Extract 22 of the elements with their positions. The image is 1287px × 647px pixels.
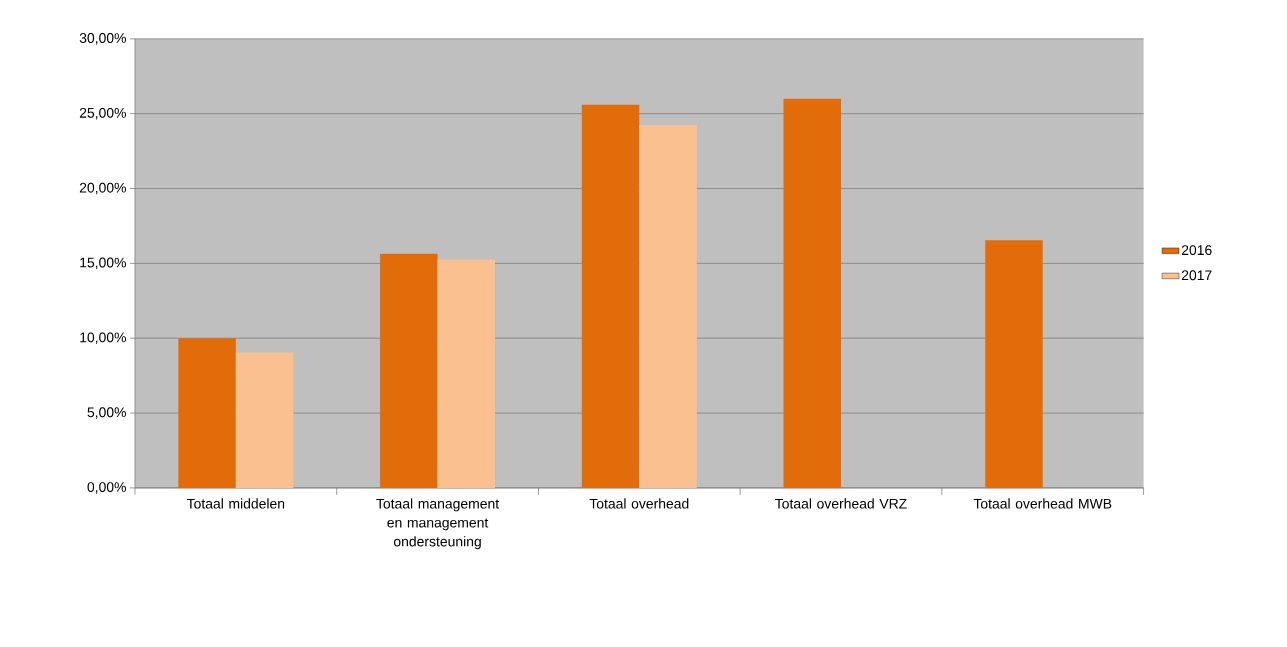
legend-label: 2016: [1181, 245, 1212, 255]
y-tick-label: 15,00%: [80, 257, 126, 270]
bar: [178, 338, 236, 488]
x-tick-label: Totaal overhead: [589, 498, 689, 509]
y-tick-label: 5,00%: [87, 407, 126, 419]
y-tick-label: 25,00%: [79, 107, 126, 120]
bar: [581, 104, 640, 488]
legend-label: 2017: [1181, 270, 1212, 281]
bar: [783, 98, 841, 488]
y-tick-label: 20,00%: [79, 182, 126, 195]
bar: [985, 240, 1043, 488]
y-tick-label: 10,00%: [80, 332, 126, 344]
y-tick-label: 30,00%: [79, 32, 126, 45]
bar: [437, 259, 496, 488]
bar: [235, 352, 294, 488]
y-tick-label: 0,00%: [87, 482, 126, 494]
bar: [639, 124, 697, 488]
x-tick-label: Totaal overhead MWB: [973, 498, 1112, 509]
bar: [380, 253, 438, 488]
x-tick-label: Totaal middelen: [186, 498, 285, 509]
x-tick-label: Totaal management en management ondersteuning: [376, 498, 500, 550]
x-tick-label: Totaal overhead VRZ: [775, 498, 907, 509]
